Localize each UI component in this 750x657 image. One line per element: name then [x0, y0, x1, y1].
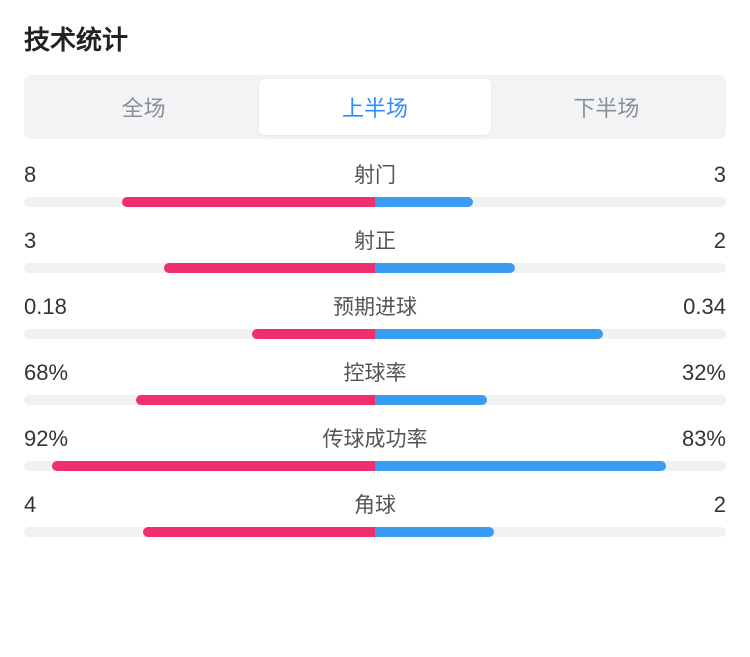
stat-head: 3射正2	[24, 225, 726, 255]
stats-list: 8射门33射正20.18预期进球0.3468%控球率32%92%传球成功率83%…	[24, 159, 726, 537]
stat-head: 0.18预期进球0.34	[24, 291, 726, 321]
stat-label: 预期进球	[84, 291, 666, 321]
stat-head: 92%传球成功率83%	[24, 423, 726, 453]
stat-right-value: 2	[666, 228, 726, 254]
stat-bar-right	[375, 263, 515, 273]
stat-left-value: 0.18	[24, 294, 84, 320]
stat-bar-track	[24, 197, 726, 207]
stat-label: 控球率	[84, 357, 666, 387]
stat-row: 4角球2	[24, 489, 726, 537]
stat-bar-left	[52, 461, 375, 471]
stat-row: 92%传球成功率83%	[24, 423, 726, 471]
stat-left-value: 8	[24, 162, 84, 188]
stat-bar-track	[24, 395, 726, 405]
stat-right-value: 0.34	[666, 294, 726, 320]
stat-right-value: 32%	[666, 360, 726, 386]
stat-bar-right	[375, 329, 603, 339]
stat-bar-track	[24, 329, 726, 339]
tab-second-half[interactable]: 下半场	[491, 79, 722, 135]
stat-label: 射门	[84, 159, 666, 189]
stat-bar-right	[375, 527, 494, 537]
stat-row: 3射正2	[24, 225, 726, 273]
stat-bar-right	[375, 461, 666, 471]
stat-label: 角球	[84, 489, 666, 519]
tab-full[interactable]: 全场	[28, 79, 259, 135]
stat-right-value: 2	[666, 492, 726, 518]
stat-row: 68%控球率32%	[24, 357, 726, 405]
period-tabs: 全场上半场下半场	[24, 75, 726, 139]
stat-right-value: 3	[666, 162, 726, 188]
stat-left-value: 68%	[24, 360, 84, 386]
stat-head: 4角球2	[24, 489, 726, 519]
stat-right-value: 83%	[666, 426, 726, 452]
stat-left-value: 92%	[24, 426, 84, 452]
section-title: 技术统计	[24, 20, 726, 57]
stat-row: 0.18预期进球0.34	[24, 291, 726, 339]
stat-bar-left	[252, 329, 375, 339]
stat-label: 传球成功率	[84, 423, 666, 453]
stat-row: 8射门3	[24, 159, 726, 207]
stat-bar-track	[24, 263, 726, 273]
tab-first-half[interactable]: 上半场	[259, 79, 490, 135]
stat-bar-track	[24, 527, 726, 537]
stat-head: 68%控球率32%	[24, 357, 726, 387]
stat-head: 8射门3	[24, 159, 726, 189]
stat-label: 射正	[84, 225, 666, 255]
stat-bar-left	[143, 527, 375, 537]
stat-bar-left	[136, 395, 375, 405]
stat-bar-track	[24, 461, 726, 471]
stat-bar-right	[375, 395, 487, 405]
stat-left-value: 4	[24, 492, 84, 518]
stat-left-value: 3	[24, 228, 84, 254]
stat-bar-left	[122, 197, 375, 207]
stat-bar-right	[375, 197, 473, 207]
stat-bar-left	[164, 263, 375, 273]
